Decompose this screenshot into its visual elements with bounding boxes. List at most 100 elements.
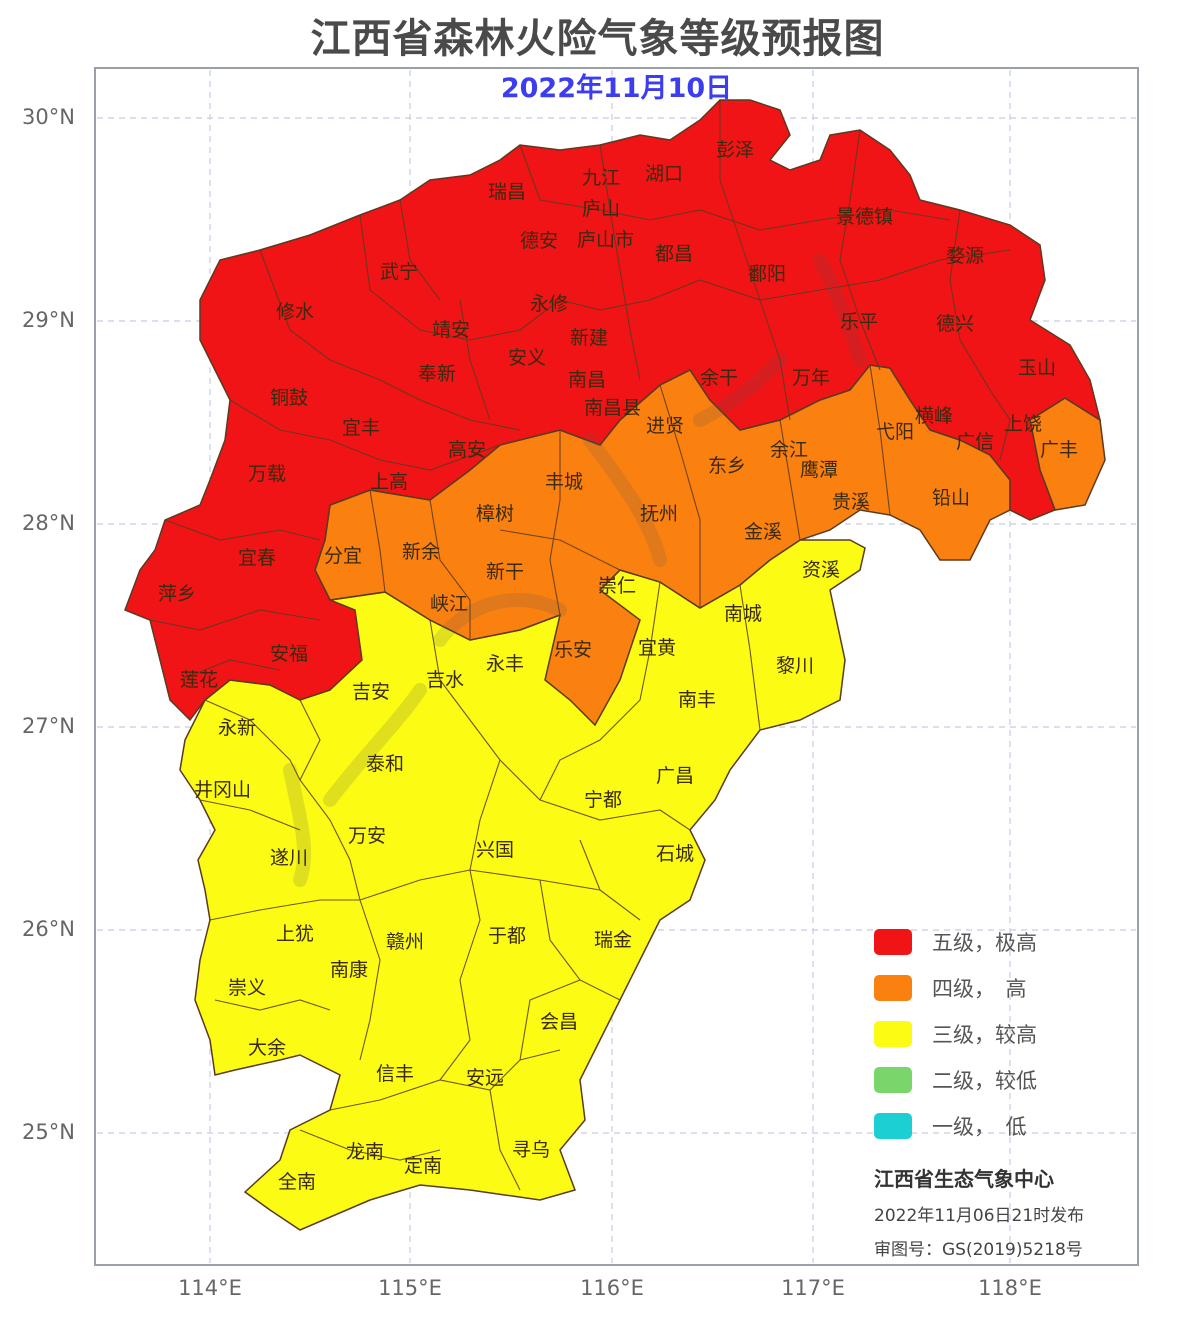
city-label: 遂川	[270, 847, 308, 869]
map-title: 江西省森林火险气象等级预报图	[310, 16, 885, 62]
city-label: 萍乡	[158, 583, 196, 605]
region-level5	[124, 99, 1102, 722]
legend-swatch-level5	[874, 929, 912, 955]
city-label: 南康	[330, 959, 368, 981]
city-label: 大余	[248, 1037, 286, 1059]
lat-label: 25°N	[22, 1120, 75, 1144]
city-label: 抚州	[640, 503, 678, 525]
lat-label: 30°N	[22, 105, 75, 129]
city-label: 永修	[530, 293, 568, 315]
forecast-date: 2022年11月10日	[500, 73, 733, 104]
review-number: 审图号：GS(2019)5218号	[874, 1240, 1083, 1260]
city-label: 安远	[466, 1067, 504, 1089]
legend-item: 一级， 低	[874, 1110, 1027, 1142]
city-label: 宜春	[238, 547, 276, 569]
legend-swatch-level4	[874, 975, 912, 1001]
city-label: 瑞金	[594, 929, 632, 951]
legend-item: 三级，较高	[874, 1018, 1037, 1050]
city-label: 靖安	[432, 319, 470, 341]
city-label: 乐安	[554, 639, 592, 661]
legend-item: 二级，较低	[874, 1064, 1037, 1096]
city-label: 鄱阳	[748, 263, 786, 285]
city-label: 于都	[488, 925, 526, 947]
city-label: 赣州	[386, 931, 424, 953]
city-label: 上饶	[1004, 413, 1042, 435]
city-label: 高安	[448, 439, 486, 461]
city-label: 万年	[792, 367, 830, 389]
city-label: 万载	[248, 463, 286, 485]
city-label: 资溪	[802, 559, 840, 581]
city-label: 井冈山	[194, 779, 251, 801]
lon-label: 114°E	[178, 1276, 242, 1300]
city-label: 分宜	[324, 545, 362, 567]
city-label: 玉山	[1018, 357, 1056, 379]
city-label: 南丰	[678, 689, 716, 711]
city-label: 新建	[570, 327, 608, 349]
legend-label: 四级， 高	[932, 977, 1027, 1001]
city-labels: 彭泽 九江 湖口 瑞昌 庐山 德安 庐山市 都昌 景德镇 婺源 武宁 修水 永修…	[158, 139, 1078, 1193]
city-label: 广信	[956, 431, 994, 453]
city-label: 德兴	[936, 313, 974, 335]
city-label: 泰和	[366, 753, 404, 775]
city-label: 新余	[402, 541, 440, 563]
city-label: 新干	[486, 561, 524, 583]
city-label: 进贤	[646, 415, 684, 437]
lat-label: 27°N	[22, 714, 75, 738]
lon-label: 116°E	[580, 1276, 644, 1300]
legend-label: 二级，较低	[932, 1069, 1037, 1093]
lat-label: 28°N	[22, 511, 75, 535]
city-label: 武宁	[380, 261, 418, 283]
lat-label: 26°N	[22, 917, 75, 941]
city-label: 瑞昌	[488, 181, 526, 203]
legend-item: 五级，极高	[874, 926, 1037, 958]
city-label: 宜丰	[342, 417, 380, 439]
city-label: 上高	[370, 471, 408, 493]
legend-swatch-level2	[874, 1067, 912, 1093]
lon-label: 115°E	[378, 1276, 442, 1300]
city-label: 铅山	[932, 487, 970, 509]
city-label: 黎川	[776, 655, 814, 677]
city-label: 宜黄	[638, 637, 676, 659]
legend-swatch-level1	[874, 1113, 912, 1139]
city-label: 安福	[270, 643, 308, 665]
legend-label: 一级， 低	[932, 1115, 1027, 1139]
city-label: 乐平	[840, 311, 878, 333]
city-label: 吉水	[426, 669, 464, 691]
city-label: 广昌	[656, 765, 694, 787]
city-label: 庐山市	[577, 229, 634, 251]
issuer: 江西省生态气象中心	[874, 1167, 1054, 1191]
city-label: 婺源	[946, 245, 984, 267]
city-label: 定南	[404, 1155, 442, 1177]
city-label: 崇义	[228, 977, 266, 999]
city-label: 永丰	[486, 653, 524, 675]
city-label: 九江	[582, 167, 620, 189]
city-label: 永新	[218, 717, 256, 739]
issue-time: 2022年11月06日21时发布	[874, 1206, 1085, 1226]
legend-label: 三级，较高	[932, 1023, 1037, 1047]
lon-label: 118°E	[978, 1276, 1042, 1300]
city-label: 德安	[520, 230, 558, 252]
legend-label: 五级，极高	[932, 931, 1037, 955]
city-label: 信丰	[376, 1063, 414, 1085]
city-label: 安义	[508, 347, 546, 369]
city-label: 广丰	[1040, 439, 1078, 461]
city-label: 金溪	[744, 521, 782, 543]
city-label: 全南	[278, 1171, 316, 1193]
legend-swatch-level3	[874, 1021, 912, 1047]
city-label: 余江	[770, 439, 808, 461]
city-label: 宁都	[584, 789, 622, 811]
watermark	[283, 253, 867, 887]
city-label: 会昌	[540, 1011, 578, 1033]
city-label: 丰城	[545, 471, 583, 493]
city-label: 修水	[276, 301, 314, 323]
city-label: 彭泽	[716, 139, 754, 161]
city-label: 南昌	[568, 369, 606, 391]
city-label: 石城	[656, 843, 694, 865]
city-label: 鹰潭	[800, 459, 838, 481]
city-label: 东乡	[708, 455, 746, 477]
city-label: 铜鼓	[270, 387, 308, 409]
city-label: 贵溪	[832, 491, 870, 513]
city-label: 万安	[348, 825, 386, 847]
city-label: 余干	[700, 367, 738, 389]
